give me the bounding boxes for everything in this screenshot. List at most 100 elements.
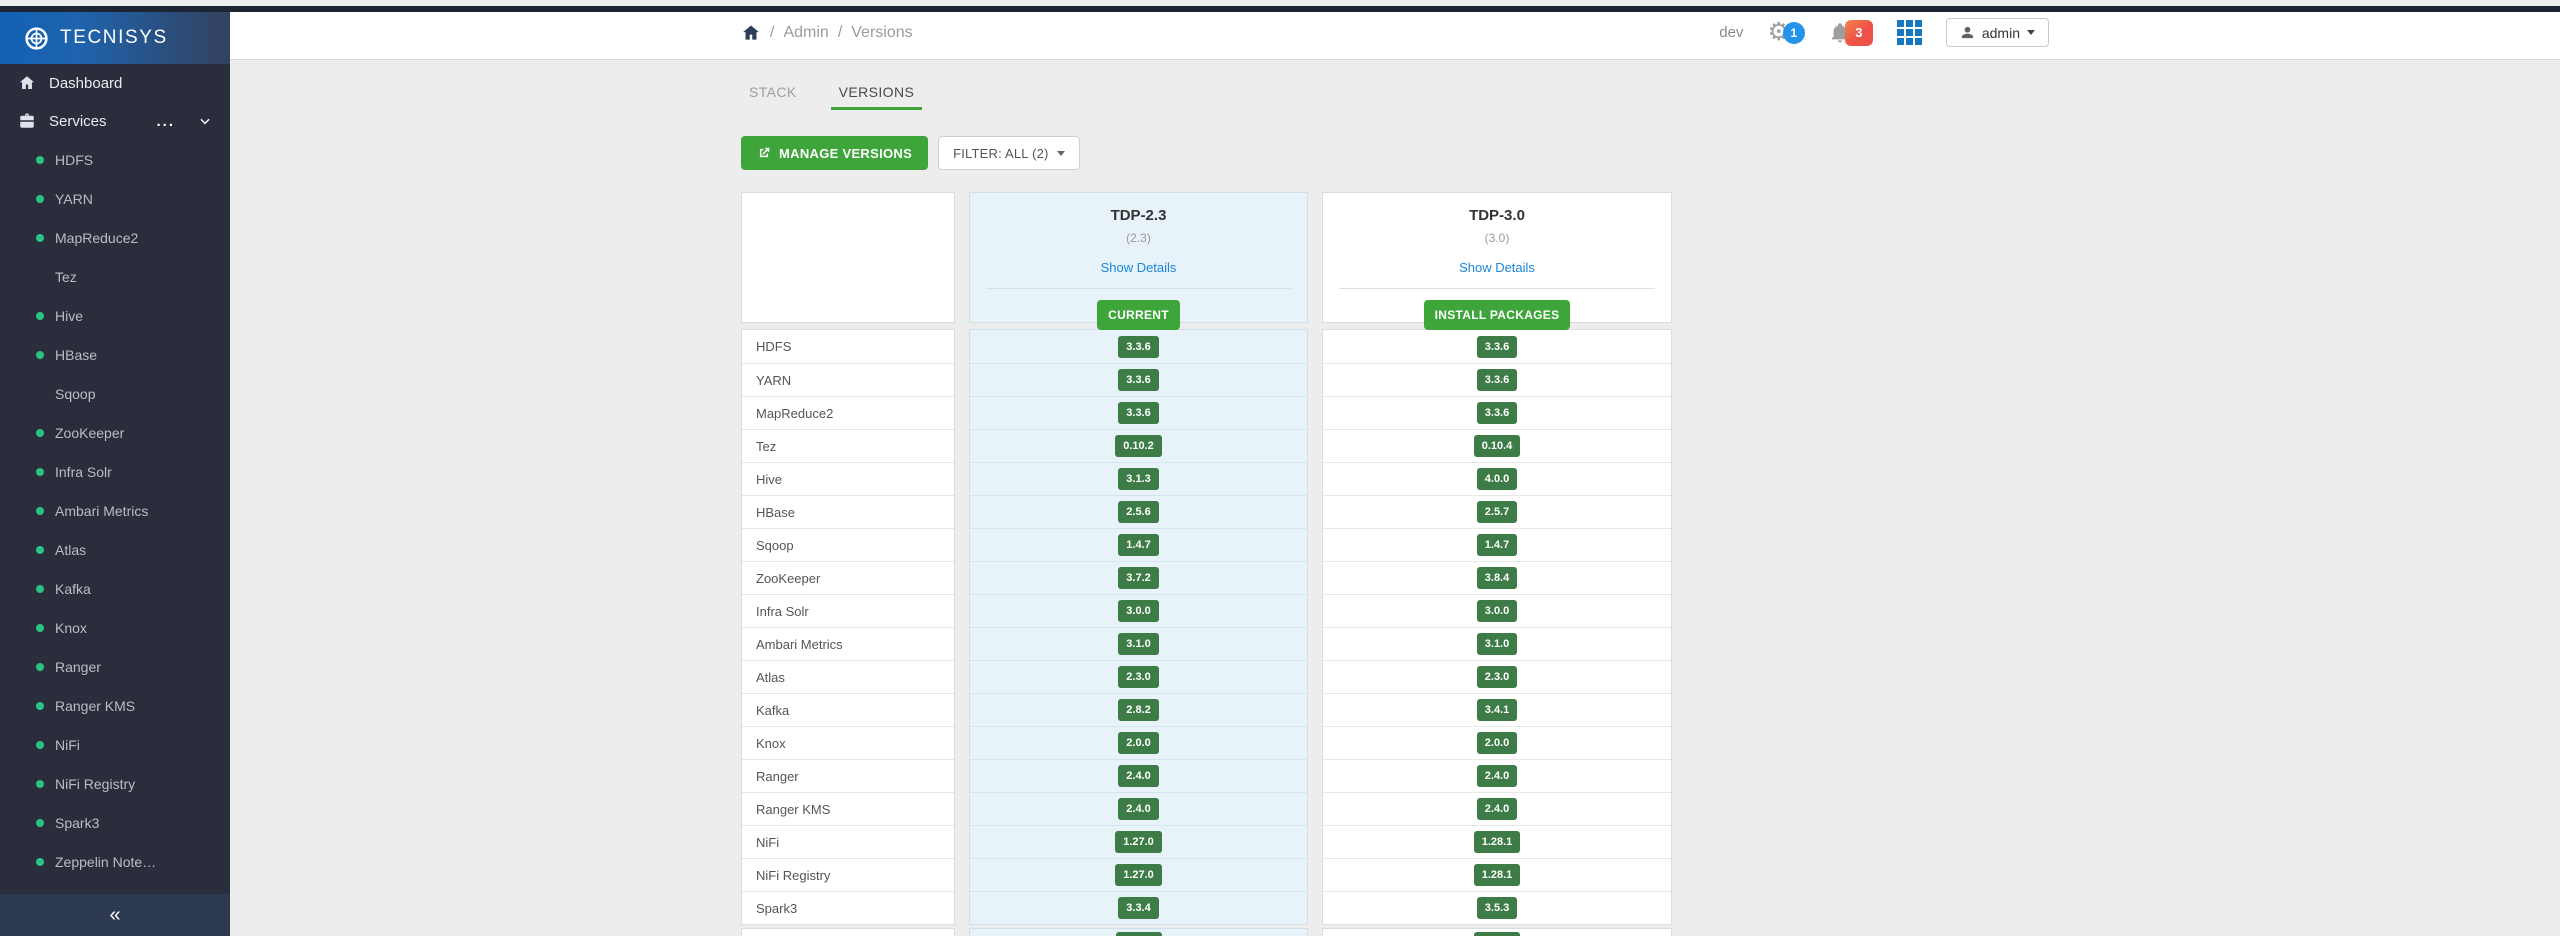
version-row: 3.7.2 — [970, 561, 1307, 594]
version-badge: 2.4.0 — [1118, 765, 1159, 787]
service-column-header — [741, 192, 955, 323]
service-status-dot — [36, 155, 44, 164]
service-name-label: Hive — [55, 307, 84, 324]
breadcrumb-separator: / — [837, 23, 843, 41]
sidebar-collapse-button[interactable]: « — [0, 894, 230, 936]
sidebar-service-item[interactable]: Zeppelin Note… — [0, 842, 230, 881]
sidebar-service-item[interactable]: Knox — [0, 608, 230, 647]
sidebar-service-item[interactable]: Sqoop — [0, 374, 230, 413]
sidebar: TECNISYS Dashboard Services ... HDFS YARN… — [0, 6, 230, 936]
alerts-count-badge: 3 — [1844, 19, 1873, 46]
service-status-dot-empty — [36, 273, 44, 281]
version-badge: 2.0.0 — [1476, 732, 1518, 754]
top-strip — [0, 6, 2560, 12]
version-badge: 2.3.0 — [1476, 666, 1518, 688]
service-status-dot — [36, 233, 44, 242]
versions-table: HDFS YARN MapReduce2 Tez Hive HBase Sqoop ZooKe… — [741, 192, 2049, 936]
service-name-label: Knox — [55, 619, 87, 636]
service-row-label: Ranger — [742, 759, 954, 792]
service-name-label: HDFS — [55, 151, 94, 168]
service-row-label: Sqoop — [742, 528, 954, 561]
versions-actions: MANAGE VERSIONS FILTER: ALL (2) — [741, 136, 2049, 170]
version-row: 3.3.6 — [970, 396, 1307, 429]
version-badge: 3.7.2 — [1118, 567, 1159, 589]
service-status-dot — [36, 740, 44, 749]
service-name-label: NiFi — [55, 736, 80, 753]
service-status-dot-empty — [36, 390, 44, 398]
sidebar-service-item[interactable]: NiFi — [0, 725, 230, 764]
sidebar-service-item[interactable]: Spark3 — [0, 803, 230, 842]
version-badge: 3.1.3 — [1118, 468, 1159, 490]
service-status-dot — [36, 623, 44, 632]
sidebar-service-item[interactable]: ZooKeeper — [0, 413, 230, 452]
stack-column-body-tdp-3-0: 3.3.6 3.3.6 3.3.6 0.10.4 4.0.0 2.5.7 1.4.7 3.8.… — [1322, 329, 1672, 925]
show-details-link[interactable]: Show Details — [1100, 260, 1177, 275]
sidebar-service-item[interactable]: NiFi Registry — [0, 764, 230, 803]
service-name-label: Atlas — [55, 541, 87, 558]
manage-versions-button[interactable]: MANAGE VERSIONS — [741, 136, 929, 170]
service-column: HDFS YARN MapReduce2 Tez Hive HBase Sqoop ZooKe… — [741, 192, 955, 936]
version-badge: 1.28.1 — [1473, 864, 1521, 886]
version-row: 2.3.0 — [1323, 660, 1671, 693]
home-icon — [19, 76, 35, 89]
service-status-dot — [36, 545, 44, 554]
service-row-label: Tez — [742, 429, 954, 462]
sidebar-service-item[interactable]: Tez — [0, 257, 230, 296]
version-row: 1.4.7 — [970, 528, 1307, 561]
breadcrumb-item-admin[interactable]: Admin — [783, 23, 829, 41]
version-row: 2.5.6 — [970, 495, 1307, 528]
service-row-label: ZooKeeper — [742, 561, 954, 594]
install-packages-button[interactable]: INSTALL PACKAGES — [1423, 300, 1571, 330]
version-badge: 1.27.0 — [1115, 864, 1162, 886]
tab-versions[interactable]: VERSIONS — [830, 84, 923, 110]
service-status-dot — [36, 701, 44, 710]
sidebar-service-item[interactable]: Atlas — [0, 530, 230, 569]
sidebar-service-item[interactable]: Hive — [0, 296, 230, 335]
current-status-badge: CURRENT — [1097, 300, 1180, 330]
version-row: 1.27.0 — [970, 858, 1307, 891]
version-row: 1.28.1 — [1323, 858, 1671, 891]
sidebar-service-item[interactable]: Kafka — [0, 569, 230, 608]
sidebar-service-item[interactable]: Ranger — [0, 647, 230, 686]
sidebar-item-dashboard[interactable]: Dashboard — [0, 64, 230, 102]
service-row-label: Kafka — [742, 693, 954, 726]
sidebar-service-item[interactable]: MapReduce2 — [0, 218, 230, 257]
sidebar-service-item[interactable]: HBase — [0, 335, 230, 374]
version-badge: 0.10.4 — [1473, 435, 1521, 457]
user-menu-button[interactable]: admin — [1945, 18, 2049, 47]
service-name-label: MapReduce2 — [55, 229, 139, 246]
service-name-label: Ambari Metrics — [55, 502, 149, 519]
partial-row-tdp-3-0 — [1322, 928, 1672, 936]
sidebar-service-item[interactable]: Ranger KMS — [0, 686, 230, 725]
sidebar-service-item[interactable]: Ambari Metrics — [0, 491, 230, 530]
service-name-label: NiFi Registry — [55, 775, 136, 792]
sidebar-service-item[interactable]: Infra Solr — [0, 452, 230, 491]
version-row: 3.0.0 — [970, 594, 1307, 627]
version-row: 4.0.0 — [1323, 462, 1671, 495]
stack-name: TDP-3.0 — [1469, 207, 1525, 224]
breadcrumb-home-icon[interactable] — [741, 23, 761, 43]
settings-menu-button[interactable]: ⚙ 1 — [1767, 20, 1805, 45]
user-name-label: admin — [1981, 24, 2020, 41]
apps-grid-icon[interactable] — [1896, 20, 1922, 45]
version-badge: 3.3.6 — [1118, 369, 1159, 391]
sidebar-service-item[interactable]: YARN — [0, 179, 230, 218]
chevron-down-icon[interactable] — [198, 114, 212, 128]
filter-dropdown[interactable]: FILTER: ALL (2) — [938, 136, 1080, 170]
show-details-link[interactable]: Show Details — [1459, 260, 1535, 275]
sidebar-service-item[interactable]: HDFS — [0, 140, 230, 179]
version-row: 3.0.0 — [1323, 594, 1671, 627]
service-status-dot — [36, 311, 44, 320]
sidebar-item-services[interactable]: Services ... — [0, 102, 230, 140]
version-row: 3.4.1 — [1323, 693, 1671, 726]
services-overflow-icon[interactable]: ... — [156, 112, 175, 130]
version-badge: 2.8.2 — [1118, 699, 1159, 721]
brand-header: TECNISYS — [0, 12, 230, 64]
sidebar-item-label: Dashboard — [49, 74, 123, 92]
service-status-dot — [36, 779, 44, 788]
alerts-button[interactable]: 3 — [1829, 19, 1873, 46]
version-badge-partial — [1474, 932, 1520, 936]
version-row: 3.3.4 — [970, 891, 1307, 924]
version-row: 0.10.4 — [1323, 429, 1671, 462]
tab-stack[interactable]: STACK — [749, 84, 797, 100]
